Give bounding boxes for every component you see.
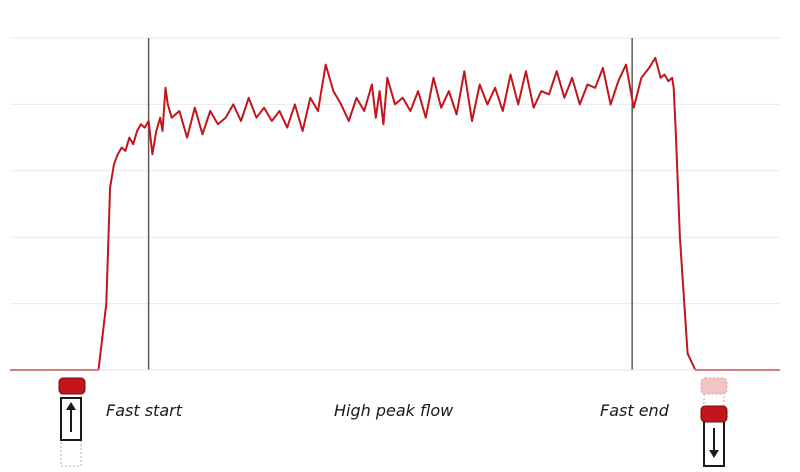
fast-start-icon	[58, 377, 86, 467]
fast-end-icon	[700, 377, 728, 467]
flow-line	[10, 56, 780, 371]
annotation-fast-end: Fast end	[600, 401, 669, 420]
annotation-fast-start: Fast start	[106, 401, 182, 420]
phase-boundaries	[147, 38, 633, 370]
grid-lines	[10, 37, 780, 305]
annotation-high-peak-flow: High peak flow	[334, 401, 454, 420]
